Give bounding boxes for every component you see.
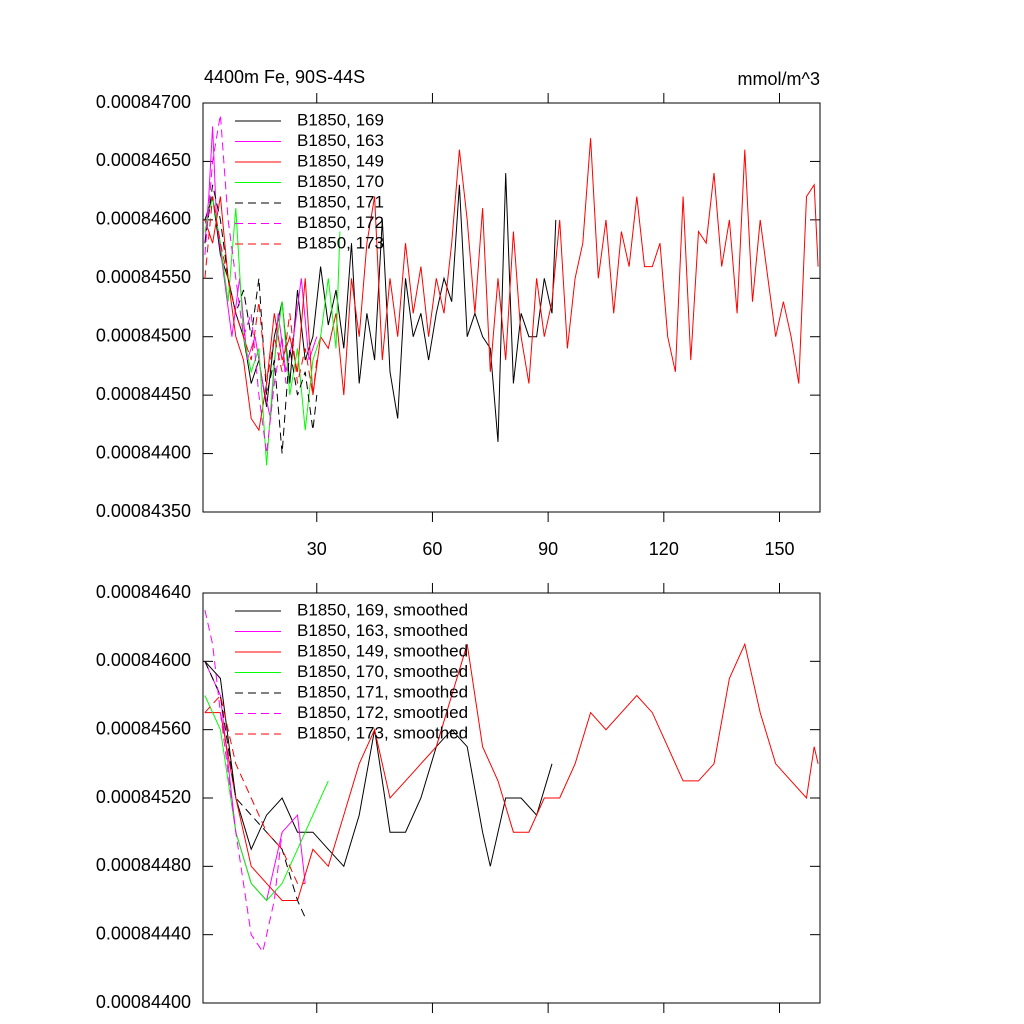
y-tick-label: 0.00084560 [96, 718, 191, 738]
series-line [204, 609, 283, 954]
legend-label: B1850, 163 [297, 131, 384, 150]
y-tick-label: 0.00084500 [96, 325, 191, 345]
legend-label: B1850, 173, smoothed [297, 723, 468, 742]
y-tick-label: 0.00084350 [96, 501, 191, 521]
y-tick-label: 0.00084400 [96, 992, 191, 1012]
y-tick-label: 0.00084700 [96, 92, 191, 112]
series-line [204, 138, 819, 432]
series-line [204, 660, 553, 868]
legend-label: B1850, 169 [297, 110, 384, 129]
y-tick-label: 0.00084440 [96, 923, 191, 943]
x-tick-label: 120 [649, 539, 679, 559]
y-tick-label: 0.00084520 [96, 787, 191, 807]
x-tick-label: 60 [422, 539, 442, 559]
x-tick-label: 90 [538, 539, 558, 559]
series-line [204, 196, 318, 396]
legend-label: B1850, 172, smoothed [297, 703, 468, 722]
legend-label: B1850, 172 [297, 213, 384, 232]
legend-label: B1850, 163, smoothed [297, 621, 468, 640]
legend-label: B1850, 169, smoothed [297, 600, 468, 619]
units-label: mmol/m^3 [738, 69, 820, 89]
legend-label: B1850, 173 [297, 233, 384, 252]
x-tick-label: 150 [764, 539, 794, 559]
x-tick-label: 30 [307, 539, 327, 559]
legend-label: B1850, 170 [297, 172, 384, 191]
y-tick-label: 0.00084450 [96, 384, 191, 404]
y-tick-label: 0.00084400 [96, 442, 191, 462]
series-line [204, 184, 318, 454]
series-line [204, 642, 819, 901]
y-tick-label: 0.00084600 [96, 209, 191, 229]
legend-label: B1850, 171, smoothed [297, 682, 468, 701]
y-tick-label: 0.00084480 [96, 855, 191, 875]
y-tick-label: 0.00084650 [96, 150, 191, 170]
chart-title: 4400m Fe, 90S-44S [204, 67, 365, 87]
legend-label: B1850, 149, smoothed [297, 641, 468, 660]
plot-frame [202, 102, 821, 513]
series-line [204, 661, 306, 918]
legend-label: B1850, 171 [297, 192, 384, 211]
series-line [204, 114, 287, 454]
legend-label: B1850, 149 [297, 151, 384, 170]
series-line [204, 694, 306, 884]
y-tick-label: 0.00084640 [96, 582, 191, 602]
series-line [204, 695, 329, 902]
y-tick-label: 0.00084600 [96, 650, 191, 670]
series-line [204, 126, 318, 419]
legend-label: B1850, 170, smoothed [297, 662, 468, 681]
y-tick-label: 0.00084550 [96, 267, 191, 287]
